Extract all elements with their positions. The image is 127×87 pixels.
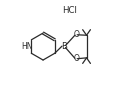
Text: O: O	[73, 54, 79, 63]
Text: O: O	[73, 30, 79, 39]
Text: B: B	[61, 42, 67, 51]
Text: HN: HN	[22, 42, 33, 51]
Text: HCl: HCl	[63, 6, 77, 15]
